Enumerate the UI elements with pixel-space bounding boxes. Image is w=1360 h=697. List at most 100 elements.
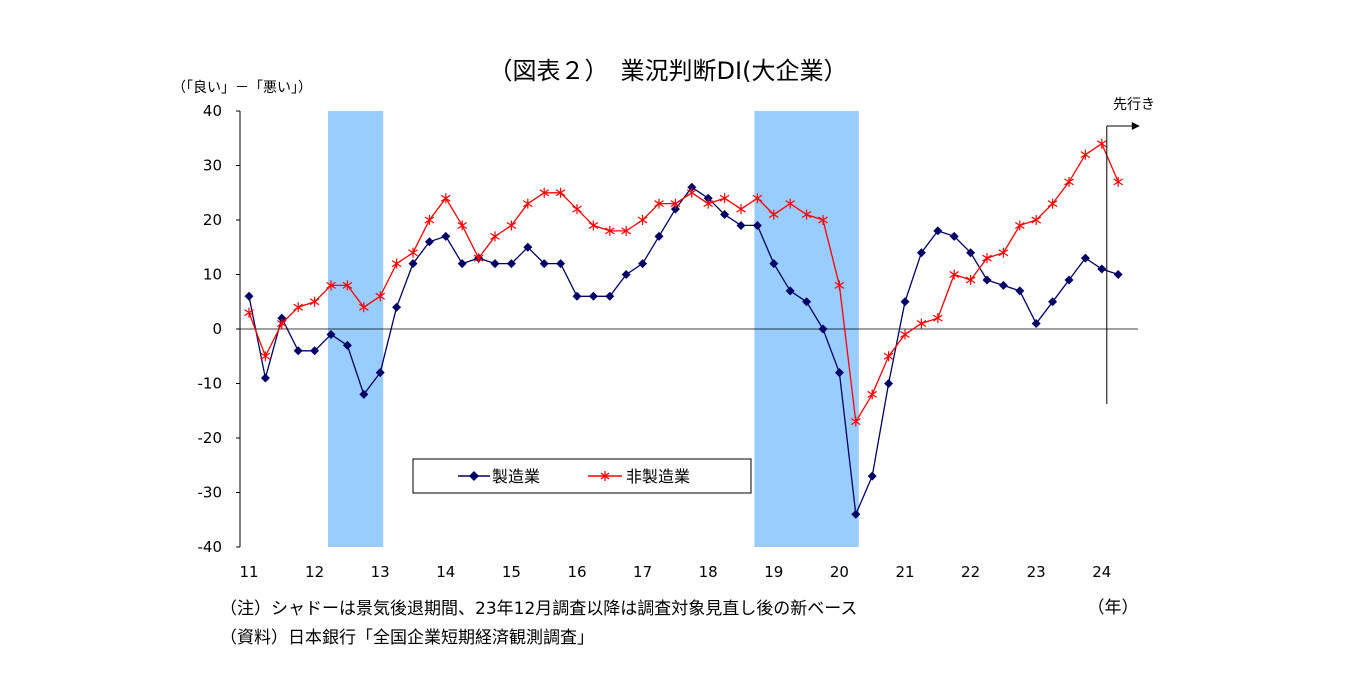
data-point bbox=[604, 225, 615, 236]
data-point bbox=[326, 329, 336, 339]
x-tick-label: 16 bbox=[567, 563, 586, 581]
data-point bbox=[687, 182, 697, 192]
data-point bbox=[1113, 176, 1124, 187]
data-point bbox=[359, 389, 369, 399]
legend-label-nonmanufacturing: 非製造業 bbox=[626, 467, 690, 486]
data-point bbox=[982, 275, 992, 285]
data-point bbox=[244, 291, 254, 301]
data-point bbox=[932, 313, 943, 324]
data-point bbox=[572, 204, 582, 215]
data-point bbox=[556, 259, 566, 269]
data-point bbox=[621, 225, 632, 236]
data-point bbox=[605, 291, 615, 301]
data-point bbox=[720, 210, 730, 220]
data-point bbox=[768, 209, 779, 220]
data-point bbox=[1014, 220, 1025, 231]
legend-marker-nonmanufacturing bbox=[600, 471, 610, 481]
data-point bbox=[998, 247, 1009, 258]
data-point bbox=[686, 187, 697, 198]
x-tick-label: 17 bbox=[633, 563, 652, 581]
x-tick-label: 18 bbox=[699, 563, 718, 581]
data-point bbox=[966, 248, 976, 258]
data-point bbox=[916, 248, 926, 258]
data-point bbox=[867, 471, 877, 481]
data-point bbox=[260, 351, 271, 362]
data-point bbox=[506, 220, 517, 231]
x-tick-label: 14 bbox=[436, 563, 455, 581]
data-point bbox=[818, 324, 828, 334]
data-point bbox=[834, 280, 845, 291]
y-tick-label: -20 bbox=[198, 429, 223, 447]
data-point bbox=[555, 187, 566, 198]
legend-marker-manufacturing bbox=[469, 471, 479, 481]
data-point bbox=[391, 258, 402, 269]
x-tick-label: 22 bbox=[961, 563, 980, 581]
forecast-label: 先行き bbox=[1113, 97, 1155, 113]
data-point bbox=[457, 259, 467, 269]
data-point bbox=[310, 346, 320, 356]
x-tick-label: 20 bbox=[830, 563, 849, 581]
data-point bbox=[802, 297, 812, 307]
data-point bbox=[1080, 253, 1090, 263]
data-point bbox=[654, 198, 664, 209]
data-point bbox=[834, 368, 844, 378]
y-tick-label: 40 bbox=[203, 102, 222, 120]
x-tick-label: 13 bbox=[371, 563, 390, 581]
data-point bbox=[703, 193, 713, 203]
data-point bbox=[1097, 264, 1107, 274]
note-shading: （注）シャドーは景気後退期間、23年12月調査以降は調査対象見直し後の新ベース bbox=[220, 599, 857, 619]
data-point bbox=[736, 220, 746, 230]
data-point bbox=[884, 379, 894, 388]
y-tick-label: -10 bbox=[198, 375, 223, 393]
data-point bbox=[851, 509, 861, 519]
data-point bbox=[703, 198, 714, 209]
data-point bbox=[588, 291, 598, 301]
data-point bbox=[654, 231, 664, 241]
y-axis-label: （「良い」－「悪い」） bbox=[172, 80, 312, 96]
data-point bbox=[982, 253, 992, 264]
data-point bbox=[523, 242, 533, 252]
data-point bbox=[490, 231, 500, 242]
x-axis-unit: （年） bbox=[1088, 598, 1139, 618]
data-point bbox=[1096, 138, 1107, 149]
data-point bbox=[441, 231, 451, 241]
y-tick-label: -30 bbox=[198, 484, 223, 502]
data-point bbox=[998, 280, 1008, 290]
data-point bbox=[572, 291, 582, 301]
data-point bbox=[375, 291, 386, 302]
data-point bbox=[457, 220, 468, 231]
data-point bbox=[392, 302, 402, 312]
x-tick-label: 19 bbox=[764, 563, 783, 581]
forecast-arrowhead bbox=[1131, 122, 1140, 130]
data-point bbox=[326, 280, 336, 291]
data-point bbox=[818, 215, 828, 225]
data-point bbox=[637, 215, 648, 225]
data-point bbox=[1048, 297, 1058, 307]
data-point bbox=[1064, 275, 1074, 285]
data-point bbox=[801, 209, 812, 220]
data-point bbox=[1113, 270, 1123, 279]
data-point bbox=[752, 220, 762, 230]
series-nonmanufacturing bbox=[244, 138, 1124, 427]
data-point bbox=[949, 269, 960, 280]
data-point bbox=[1031, 319, 1041, 329]
series-layer bbox=[244, 138, 1124, 519]
data-point bbox=[670, 204, 680, 214]
data-point bbox=[621, 270, 631, 279]
x-tick-label: 12 bbox=[305, 563, 324, 581]
data-point bbox=[670, 198, 681, 209]
data-point bbox=[1047, 198, 1058, 209]
data-point bbox=[293, 346, 303, 356]
data-point bbox=[719, 193, 730, 204]
data-point bbox=[309, 296, 320, 307]
data-point bbox=[785, 286, 795, 296]
forecast-marker: 先行き bbox=[1106, 97, 1155, 404]
data-point bbox=[244, 307, 254, 318]
data-point bbox=[949, 231, 959, 241]
data-point bbox=[506, 259, 516, 269]
data-point bbox=[358, 302, 369, 313]
data-point bbox=[916, 318, 927, 329]
y-tick-label: 30 bbox=[203, 157, 222, 175]
data-point bbox=[1015, 286, 1025, 296]
note-source: （資料）日本銀行「全国企業短期経済観測調査」 bbox=[220, 628, 594, 648]
